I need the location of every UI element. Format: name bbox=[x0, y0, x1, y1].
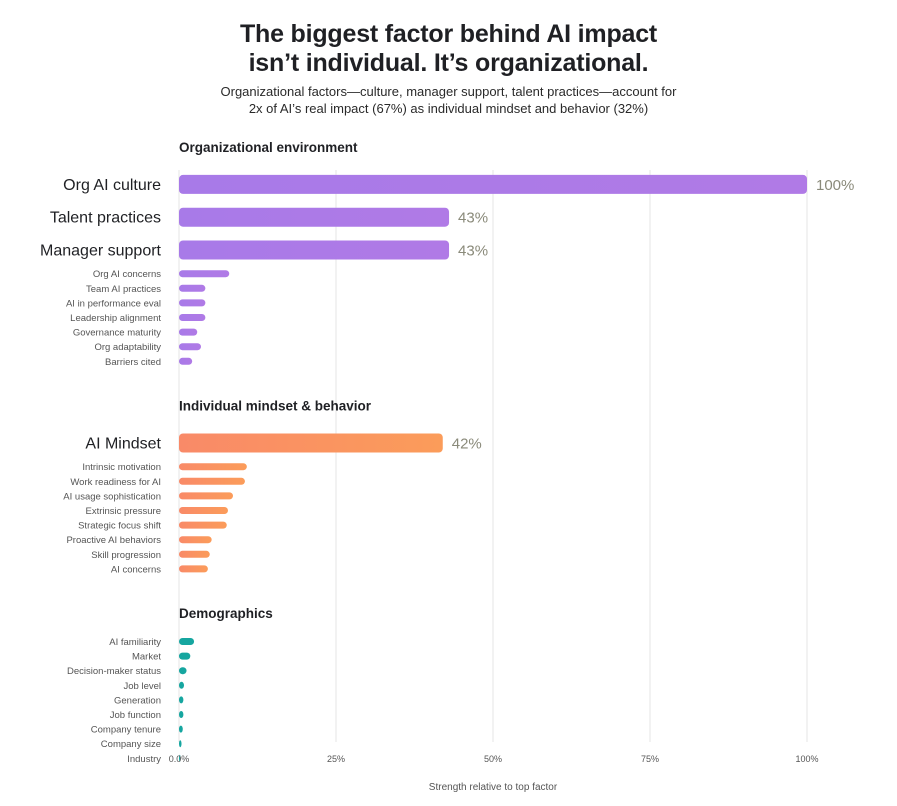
bar bbox=[179, 740, 182, 748]
bar-label: Decision-maker status bbox=[67, 666, 161, 677]
chart-title-line-2: isn’t individual. It’s organizational. bbox=[248, 49, 649, 77]
bar bbox=[179, 463, 247, 471]
bar-value-label: 43% bbox=[458, 210, 488, 227]
bar bbox=[179, 314, 206, 321]
chart-title-line-1: The biggest factor behind AI impact bbox=[239, 20, 658, 48]
bar-label: Industry bbox=[127, 754, 161, 765]
bar-label: Talent practices bbox=[50, 210, 161, 227]
bar bbox=[179, 521, 227, 529]
bar-label: Org AI culture bbox=[63, 177, 161, 194]
bar-label: AI in performance eval bbox=[66, 298, 161, 309]
bar-label: Skill progression bbox=[91, 550, 161, 561]
bar bbox=[179, 492, 234, 500]
bar-label: Org adaptability bbox=[94, 342, 161, 353]
bar-label: AI familiarity bbox=[109, 637, 161, 648]
bar bbox=[179, 754, 181, 762]
bar bbox=[179, 667, 187, 675]
bar bbox=[179, 638, 195, 645]
bars: Organizational environment Org AI culture… bbox=[40, 140, 854, 765]
chart-subtitle-line-1: Organizational factors—culture, manager … bbox=[220, 84, 677, 99]
bar bbox=[179, 357, 193, 365]
bar-label: Manager support bbox=[40, 243, 162, 260]
bar bbox=[179, 240, 450, 260]
x-tick-label: 50% bbox=[484, 754, 502, 764]
bar-label: Team AI practices bbox=[86, 284, 161, 295]
bar-label: Leadership alignment bbox=[70, 313, 161, 324]
chart-subtitle-line-2: 2x of AI’s real impact (67%) as individu… bbox=[248, 101, 649, 116]
bar-label: AI concerns bbox=[111, 564, 161, 575]
bar-value-label: 100% bbox=[816, 177, 854, 194]
bar-value-label: 42% bbox=[452, 436, 482, 453]
x-axis-label: Strength relative to top factor bbox=[429, 782, 558, 793]
group-header: Organizational environment bbox=[179, 140, 358, 155]
bar bbox=[179, 550, 210, 558]
bar bbox=[179, 711, 184, 718]
bar-label: AI Mindset bbox=[85, 436, 161, 453]
bar bbox=[179, 270, 230, 278]
bar bbox=[179, 696, 184, 704]
grid-lines bbox=[178, 170, 808, 742]
bar bbox=[179, 433, 443, 453]
bar-label: Market bbox=[132, 652, 161, 663]
bar bbox=[179, 507, 228, 514]
bar bbox=[179, 681, 185, 689]
group-header: Individual mindset & behavior bbox=[179, 399, 372, 414]
bar-label: Company tenure bbox=[91, 725, 161, 736]
bar-label: Org AI concerns bbox=[93, 269, 161, 280]
bar bbox=[179, 725, 183, 733]
bar bbox=[179, 477, 245, 485]
x-tick-label: 0.0% bbox=[169, 754, 190, 764]
x-axis: 0.0% 25% 50% 75% 100% Strength relative to to… bbox=[169, 754, 819, 793]
bar bbox=[179, 174, 807, 194]
group-header: Demographics bbox=[179, 606, 273, 621]
bar bbox=[179, 343, 201, 351]
bar-label: Strategic focus shift bbox=[78, 521, 161, 532]
bar-label: Work readiness for AI bbox=[70, 477, 161, 488]
x-tick-label: 25% bbox=[327, 754, 345, 764]
bar bbox=[179, 207, 450, 227]
bar-label: Intrinsic motivation bbox=[82, 462, 161, 473]
bar bbox=[179, 299, 206, 307]
bar-value-label: 43% bbox=[458, 243, 488, 260]
bar bbox=[179, 328, 198, 336]
bar-label: AI usage sophistication bbox=[63, 491, 161, 502]
bar bbox=[179, 284, 206, 292]
bar bbox=[179, 536, 212, 544]
bar-label: Job function bbox=[110, 710, 161, 721]
bar bbox=[179, 652, 191, 660]
bar-label: Barriers cited bbox=[105, 357, 161, 368]
bar-label: Generation bbox=[114, 695, 161, 706]
x-tick-label: 75% bbox=[641, 754, 659, 764]
x-tick-label: 100% bbox=[795, 754, 818, 764]
bar-label: Extrinsic pressure bbox=[86, 506, 162, 517]
bar-label: Company size bbox=[101, 739, 161, 750]
bar-label: Job level bbox=[124, 681, 162, 692]
bar-label: Proactive AI behaviors bbox=[66, 535, 161, 546]
bar-label: Governance maturity bbox=[73, 328, 161, 339]
bar bbox=[179, 565, 208, 573]
